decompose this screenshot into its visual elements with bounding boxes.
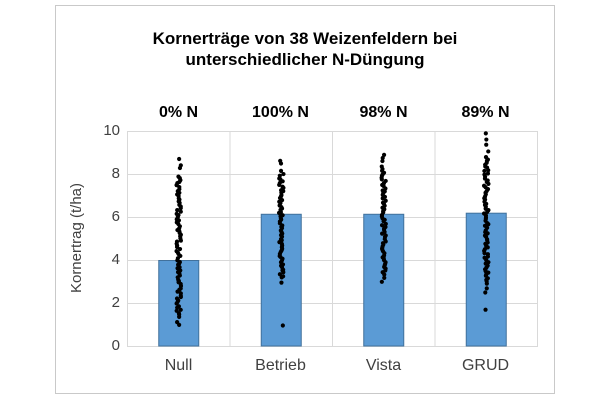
group-label-98-pct-n: 98% N (359, 104, 408, 121)
category-label-betrieb: Betrieb (255, 357, 306, 374)
y-tick-0: 0 (111, 337, 120, 354)
y-tick-10: 10 (103, 122, 120, 139)
plot-area (127, 131, 538, 347)
chart-title: Kornerträge von 38 Weizenfeldern bei unt… (56, 28, 554, 70)
y-tick-4: 4 (111, 251, 120, 268)
y-tick-8: 8 (111, 165, 120, 182)
plot-border (127, 131, 538, 347)
y-tick-2: 2 (111, 294, 120, 311)
category-label-grud: GRUD (461, 357, 510, 374)
group-label-0-pct-n: 0% N (158, 104, 199, 121)
chart-title-line2: unterschiedlicher N-Düngung (185, 50, 425, 69)
chart: Kornerträge von 38 Weizenfeldern bei unt… (55, 5, 555, 394)
chart-title-line1: Kornerträge von 38 Weizenfeldern bei (152, 29, 458, 48)
group-label-89-pct-n: 89% N (461, 104, 510, 121)
category-label-vista: Vista (365, 357, 402, 374)
y-axis-title: Kornertrag (t/ha) (68, 182, 85, 294)
group-label-100-pct-n: 100% N (252, 104, 309, 121)
y-tick-6: 6 (111, 208, 120, 225)
category-label-null: Null (164, 357, 193, 374)
scatter-points (174, 131, 491, 328)
